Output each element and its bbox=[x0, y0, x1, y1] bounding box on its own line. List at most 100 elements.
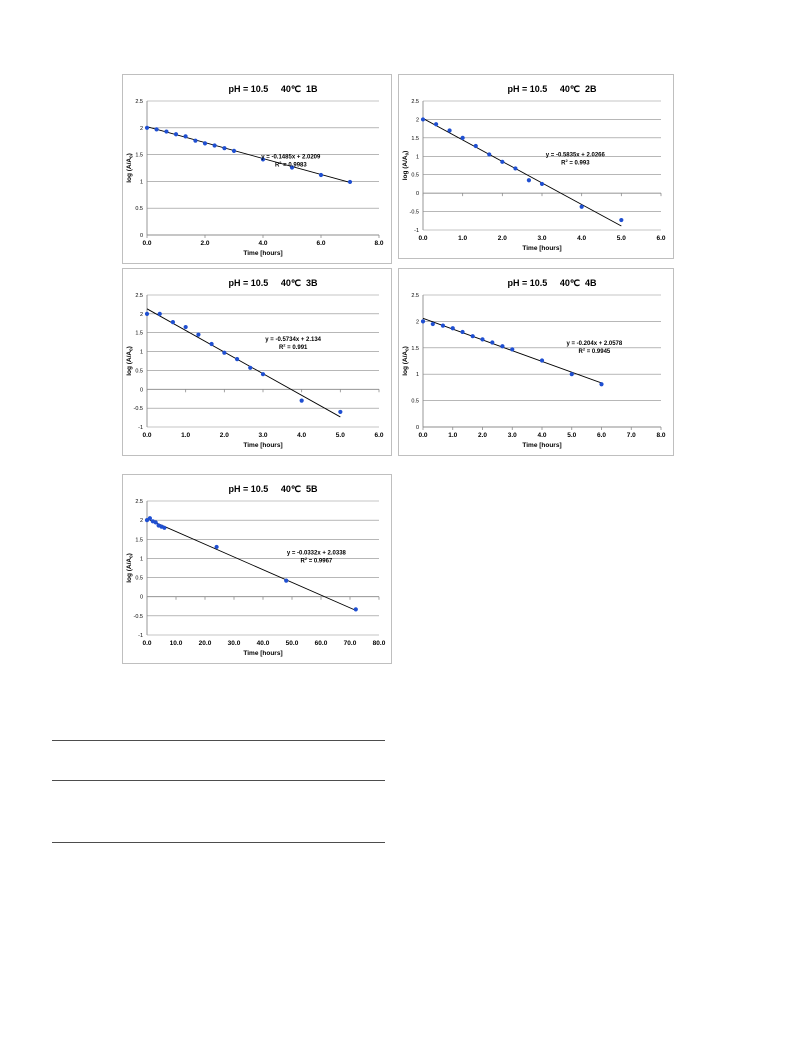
x-tick-label: 4.0 bbox=[577, 235, 586, 242]
x-tick-label: 8.0 bbox=[656, 432, 665, 439]
data-point bbox=[231, 148, 237, 153]
data-point bbox=[144, 125, 150, 130]
data-point bbox=[420, 319, 426, 324]
data-point bbox=[164, 129, 169, 134]
y-tick-label: 2 bbox=[140, 518, 143, 524]
y-tick-label: -1 bbox=[138, 425, 143, 431]
trendline bbox=[146, 308, 341, 418]
y-tick-label: 0.5 bbox=[135, 368, 143, 374]
x-tick-label: 20.0 bbox=[199, 640, 212, 647]
y-tick-label: 0 bbox=[416, 191, 419, 197]
y-tick-label: 2 bbox=[416, 319, 419, 325]
x-tick-label: 4.0 bbox=[258, 240, 267, 247]
x-tick-label: 5.0 bbox=[336, 432, 345, 439]
data-point bbox=[480, 337, 485, 342]
data-point bbox=[183, 324, 188, 330]
data-point bbox=[196, 332, 201, 337]
x-tick-label: 60.0 bbox=[315, 640, 328, 647]
data-point bbox=[500, 159, 505, 164]
data-point bbox=[473, 143, 478, 149]
data-point bbox=[510, 347, 515, 352]
x-tick-label: 2.0 bbox=[200, 240, 209, 247]
y-tick-label: 2.5 bbox=[135, 499, 143, 505]
y-axis-label: log (A/A0) bbox=[126, 346, 134, 376]
data-point bbox=[347, 179, 353, 185]
data-point bbox=[579, 204, 584, 209]
x-axis-label: Time [hours] bbox=[522, 245, 561, 252]
chart-svg: pH = 10.5 40℃ 3B -1 -0.5 0 0.5 1 1.5 2 2.5 0.0 1.0… bbox=[126, 278, 384, 449]
x-tick-label: 3.0 bbox=[537, 235, 546, 242]
table-rule-top bbox=[52, 740, 385, 741]
y-tick-label: 0 bbox=[140, 233, 143, 239]
y-tick-label: 1 bbox=[416, 372, 419, 378]
data-point bbox=[289, 165, 295, 170]
y-tick-label: -0.5 bbox=[134, 614, 143, 620]
x-tick-label: 10.0 bbox=[170, 640, 183, 647]
chart-svg: pH = 10.5 40℃ 1B 0 0.5 1 1.5 2 2.5 0.0 2.0 4.0 6.0… bbox=[126, 84, 384, 257]
x-tick-label: 6.0 bbox=[316, 240, 325, 247]
chart-panel-3b: pH = 10.5 40℃ 3B -1 -0.5 0 0.5 1 1.5 2 2.5 0.0 1.0… bbox=[122, 268, 392, 456]
chart-title: pH = 10.5 40℃ 3B bbox=[229, 278, 318, 288]
y-tick-label: 0 bbox=[140, 387, 143, 393]
data-point bbox=[284, 578, 289, 583]
trendline-equation: y = -0.1485x + 2.0209 bbox=[261, 155, 321, 161]
y-tick-label: 1.5 bbox=[411, 136, 419, 142]
x-tick-label: 1.0 bbox=[181, 432, 190, 439]
data-point bbox=[599, 382, 604, 387]
x-tick-label: 0.0 bbox=[418, 235, 427, 242]
trendline bbox=[146, 126, 351, 183]
y-tick-label: 1 bbox=[140, 179, 143, 185]
y-tick-label: -0.5 bbox=[410, 210, 419, 216]
r-squared: R2 = 0.991 bbox=[279, 343, 308, 352]
data-point bbox=[212, 143, 217, 148]
x-tick-label: 5.0 bbox=[617, 235, 626, 242]
y-tick-label: 1 bbox=[140, 350, 143, 356]
y-tick-label: 2 bbox=[140, 126, 143, 132]
x-tick-label: 3.0 bbox=[258, 432, 267, 439]
x-tick-label: 4.0 bbox=[537, 432, 546, 439]
x-tick-label: 0.0 bbox=[142, 432, 151, 439]
data-point bbox=[260, 372, 266, 377]
x-tick-label: 0.0 bbox=[142, 640, 151, 647]
data-point bbox=[460, 329, 465, 335]
y-tick-label: 0.5 bbox=[135, 206, 143, 212]
x-tick-label: 1.0 bbox=[458, 235, 467, 242]
y-tick-label: 1.5 bbox=[135, 537, 143, 543]
y-tick-label: 0.5 bbox=[411, 173, 419, 179]
x-tick-label: 1.0 bbox=[448, 432, 457, 439]
data-point bbox=[500, 344, 505, 349]
x-axis-label: Time [hours] bbox=[243, 650, 282, 657]
y-tick-label: 2.5 bbox=[135, 293, 143, 299]
data-point bbox=[353, 607, 358, 612]
x-tick-label: 6.0 bbox=[597, 432, 606, 439]
data-point bbox=[162, 525, 167, 530]
x-tick-label: 40.0 bbox=[257, 640, 270, 647]
data-point bbox=[450, 326, 455, 331]
trendline-equation: y = -0.0332x + 2.0338 bbox=[287, 551, 347, 557]
data-point bbox=[338, 409, 343, 415]
y-tick-label: -1 bbox=[138, 633, 143, 639]
y-tick-label: 2 bbox=[416, 117, 419, 123]
y-axis-label-sub: 0 bbox=[129, 348, 134, 351]
trendline bbox=[422, 118, 622, 227]
chart-panel-5b: pH = 10.5 40℃ 5B -1 -0.5 0 0.5 1 1.5 2 2.5 0.0 10.… bbox=[122, 474, 392, 664]
data-point bbox=[202, 141, 208, 146]
x-tick-label: 6.0 bbox=[656, 235, 665, 242]
data-point bbox=[526, 178, 532, 183]
y-axis-label: log (A/A0) bbox=[126, 553, 134, 583]
x-tick-label: 7.0 bbox=[627, 432, 636, 439]
data-point bbox=[157, 311, 162, 316]
r-squared: R2 = 0.9967 bbox=[300, 556, 332, 565]
y-axis-label: log (A/A0) bbox=[126, 153, 134, 183]
y-tick-label: -0.5 bbox=[134, 406, 143, 412]
x-tick-label: 4.0 bbox=[297, 432, 306, 439]
x-tick-label: 2.0 bbox=[220, 432, 229, 439]
y-tick-label: 2.5 bbox=[411, 293, 419, 299]
y-tick-label: 0 bbox=[140, 595, 143, 601]
data-point bbox=[222, 350, 227, 355]
chart-title: pH = 10.5 40℃ 2B bbox=[508, 84, 597, 94]
y-tick-label: 1 bbox=[416, 154, 419, 160]
trendline-equation: y = -0.204x + 2.0578 bbox=[567, 341, 623, 347]
data-point bbox=[260, 157, 266, 162]
y-axis-label-sub: 0 bbox=[405, 348, 410, 351]
